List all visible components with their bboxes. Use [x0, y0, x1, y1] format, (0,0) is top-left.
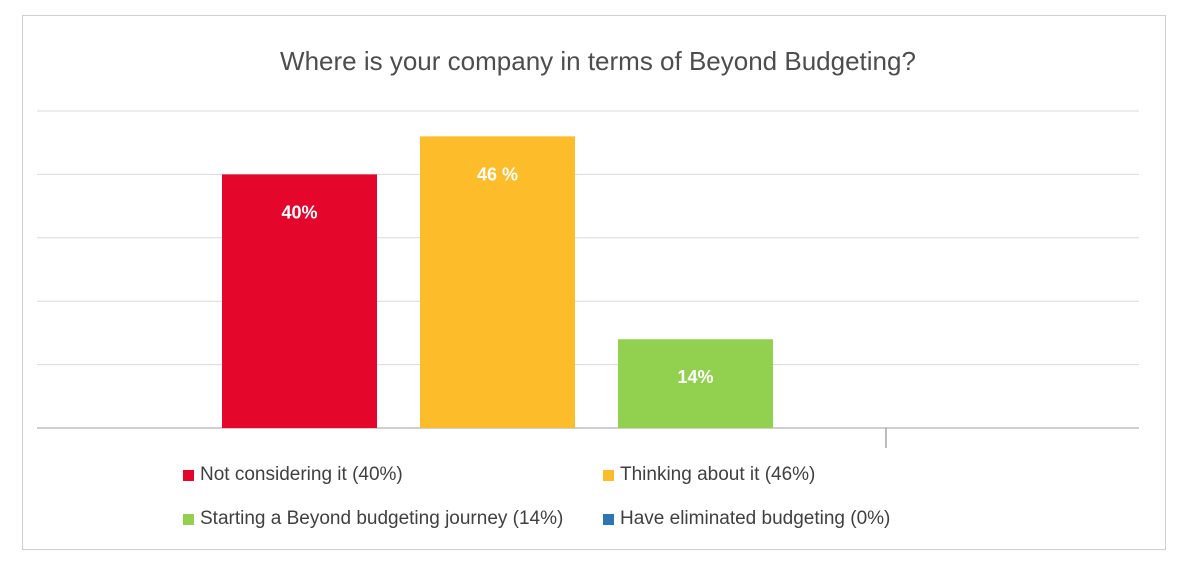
data-label-0: 40% [281, 202, 317, 222]
data-label-1: 46 % [477, 164, 518, 184]
data-label-2: 14% [677, 367, 713, 387]
chart-title: Where is your company in terms of Beyond… [280, 46, 916, 76]
gridlines [37, 110, 1139, 448]
bar-2 [618, 339, 773, 428]
data-labels: 40% 46 % 14% [281, 164, 713, 387]
bars [222, 136, 773, 429]
bar-0 [222, 174, 377, 428]
chart-frame [22, 15, 1166, 550]
bar-1 [420, 136, 575, 429]
